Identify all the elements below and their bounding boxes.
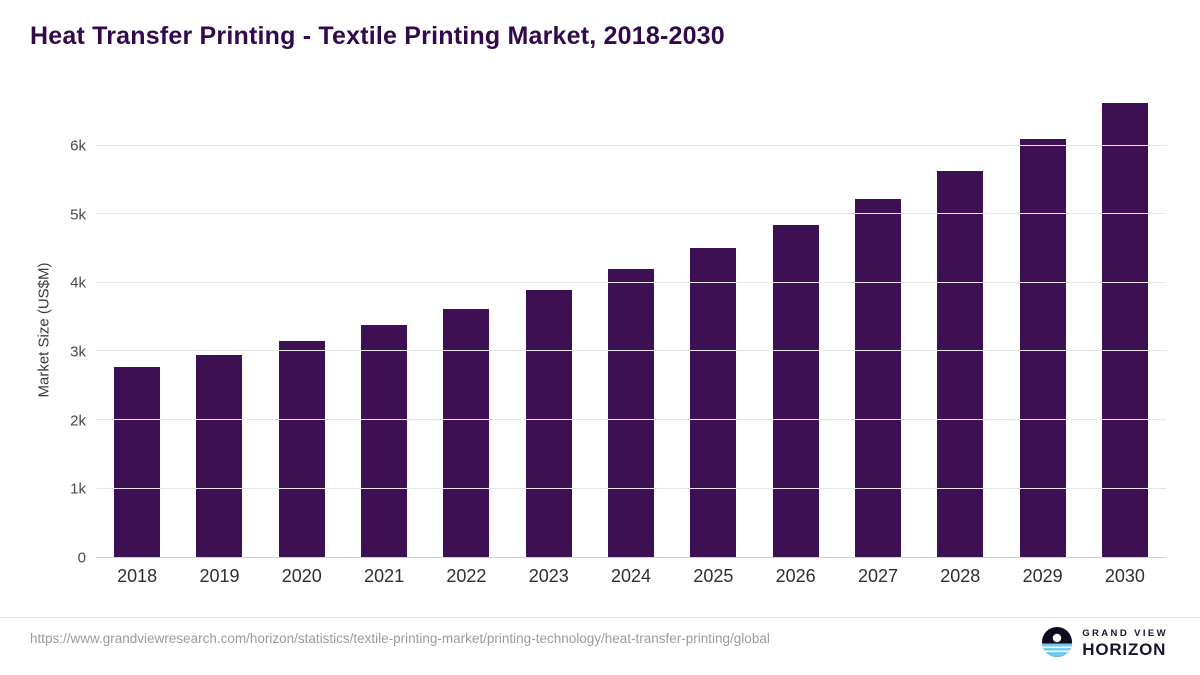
gridline: [96, 144, 1166, 146]
y-tick-label: 6k: [70, 137, 86, 155]
y-tick-label: 4k: [70, 274, 86, 292]
x-tick-label: 2018: [117, 566, 158, 586]
bar-2029: [1019, 139, 1066, 557]
x-axis: 2018 2019 2020 2021 2022 2023 2024 2025 2026 2027…: [96, 566, 1166, 587]
source-url: https://www.grandviewresearch.com/horizo…: [30, 631, 770, 646]
bar-slot: [919, 98, 1001, 557]
y-tick-label: 0: [77, 549, 86, 567]
bar-slot: [508, 98, 590, 557]
bar-slot: [590, 98, 672, 557]
brand-logo-text: GRAND VIEW HORIZON: [1082, 628, 1168, 660]
x-tick-label: 2025: [693, 566, 734, 586]
plot-area: [96, 98, 1166, 558]
y-tick-label: 3k: [70, 343, 86, 361]
gridline: [96, 281, 1166, 283]
x-tick-label: 2023: [528, 566, 569, 586]
y-tick-label: 2k: [70, 412, 86, 430]
bar-slot: [96, 98, 178, 557]
bar-2020: [278, 341, 325, 557]
bar-2023: [525, 289, 572, 557]
bar-2028: [937, 170, 984, 557]
x-tick-label: 2027: [857, 566, 898, 586]
x-tick-label: 2026: [775, 566, 816, 586]
bars-container: [96, 98, 1166, 557]
bar-slot: [425, 98, 507, 557]
y-tick-label: 1k: [70, 480, 86, 498]
bar-2018: [114, 366, 161, 557]
bar-2021: [361, 324, 408, 557]
bar-2019: [196, 354, 243, 557]
x-tick-label: 2029: [1022, 566, 1063, 586]
bar-2027: [854, 199, 901, 557]
bar-chart: Market Size (US$M) 0 1k 2k 3k 4k 5k 6k 2018 201…: [30, 98, 1170, 598]
bar-slot: [672, 98, 754, 557]
brand-name-bottom: HORIZON: [1082, 640, 1167, 660]
x-tick-label: 2030: [1104, 566, 1145, 586]
gridline: [96, 487, 1166, 489]
bar-slot: [755, 98, 837, 557]
bar-slot: [343, 98, 425, 557]
x-tick-label: 2028: [940, 566, 981, 586]
x-tick-label: 2021: [364, 566, 405, 586]
y-axis: 0 1k 2k 3k 4k 5k 6k: [30, 98, 86, 567]
bar-2030: [1101, 103, 1148, 557]
bar-slot: [1084, 98, 1166, 557]
page-title: Heat Transfer Printing - Textile Printin…: [30, 22, 725, 50]
gridline: [96, 419, 1166, 420]
gridline: [96, 213, 1166, 215]
bar-slot: [1001, 98, 1083, 557]
bar-2024: [608, 269, 655, 557]
bar-slot: [178, 98, 260, 557]
bar-2022: [443, 309, 490, 557]
bar-slot: [261, 98, 343, 557]
gridline: [96, 350, 1166, 352]
x-tick-label: 2024: [611, 566, 652, 586]
bar-2026: [772, 224, 819, 557]
brand-logo: GRAND VIEW HORIZON: [1041, 626, 1168, 663]
brand-name-top: GRAND VIEW: [1082, 628, 1168, 640]
bar-2025: [690, 248, 737, 557]
footer-divider: [0, 617, 1200, 618]
x-tick-label: 2019: [199, 566, 240, 586]
horizon-logo-icon: [1041, 626, 1073, 663]
x-tick-label: 2022: [446, 566, 487, 586]
bar-slot: [837, 98, 919, 557]
y-tick-label: 5k: [70, 206, 86, 224]
x-tick-label: 2020: [281, 566, 322, 586]
